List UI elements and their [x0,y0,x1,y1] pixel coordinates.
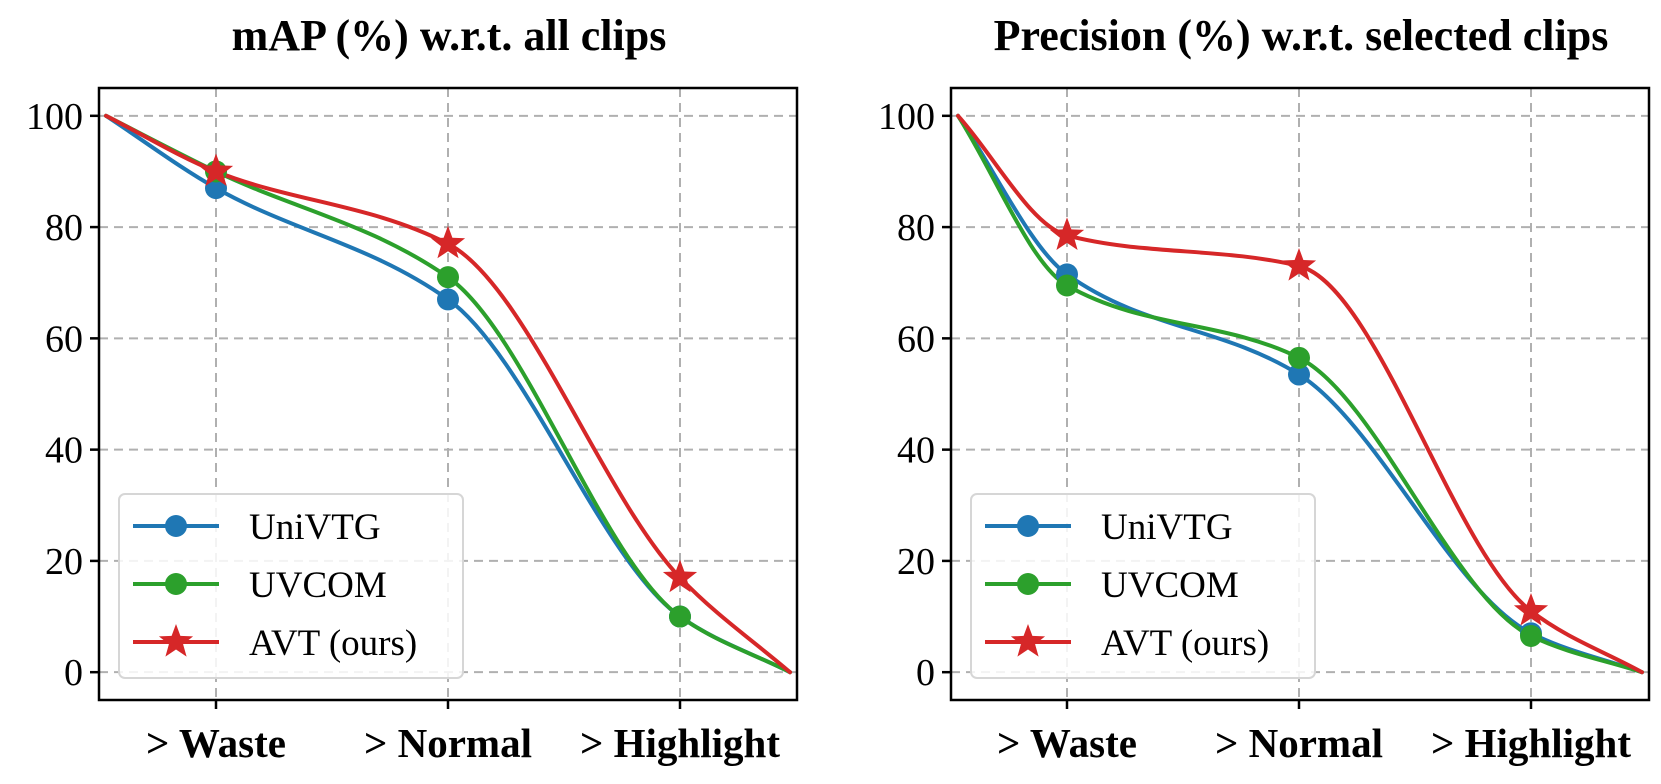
map-point-uvcom-highlight [669,605,691,628]
precision-legend-label-univtg: UniVTG [1101,507,1233,548]
map-legend-label-avt-ours: AVT (ours) [249,623,417,664]
precision-ytick-label-40: 40 [897,430,935,472]
map-legend-marker-avt-ours [158,624,194,657]
precision-ytick-label-0: 0 [916,652,935,694]
map-legend-marker-uvcom [165,573,187,595]
precision-xtick-label-waste: > Waste [997,720,1137,766]
precision-legend-box [970,493,1316,679]
map-ytick-label-20: 20 [45,541,83,583]
map-legend-marker-univtg [165,515,187,537]
precision-legend-label-avt-ours: AVT (ours) [1101,623,1269,664]
map-legend-box [118,493,464,679]
map-legend-label-uvcom: UVCOM [249,565,387,606]
precision-axes-frame [949,86,1651,702]
precision-ytick-label-100: 100 [878,96,935,138]
precision-chart-title: Precision (%) w.r.t. selected clips [994,11,1609,60]
map-point-uvcom-normal [437,266,459,289]
map-ytick-label-100: 100 [26,96,83,138]
precision-point-avt-ours-waste [1049,217,1085,250]
map-ytick-label-60: 60 [45,318,83,360]
precision-point-uvcom-normal [1288,346,1310,369]
map-point-avt-ours-highlight [662,559,698,593]
precision-point-avt-ours-normal [1281,248,1317,281]
precision-legend: UniVTG UVCOM AVT (ours) [970,493,1316,679]
map-ytick-label-80: 80 [45,207,83,249]
map-xtick-label-waste: > Waste [146,720,286,766]
precision-point-uvcom-waste [1056,274,1078,297]
precision-ytick-label-20: 20 [897,541,935,583]
map-point-avt-ours-normal [430,225,466,259]
map-point-avt-ours-waste [198,153,234,186]
map-axes-frame [97,86,799,702]
precision-series-line-avt-ours [956,113,1644,675]
precision-legend-marker-univtg [1017,515,1039,537]
precision-ytick-label-80: 80 [897,207,935,249]
map-panel: mAP (%) w.r.t. all clips 0 20 40 60 80 100 > W… [26,11,799,766]
precision-xtick-label-normal: > Normal [1215,720,1383,766]
precision-legend-marker-avt-ours [1010,624,1046,657]
map-ytick-label-0: 0 [64,652,83,694]
precision-ytick-label-60: 60 [897,318,935,360]
precision-point-avt-ours-highlight [1513,593,1549,626]
map-xtick-label-normal: > Normal [364,720,532,766]
map-chart-title: mAP (%) w.r.t. all clips [232,11,667,60]
precision-point-univtg-normal [1288,363,1310,386]
precision-panel: Precision (%) w.r.t. selected clips 0 20 4… [878,11,1651,766]
map-point-univtg-normal [437,288,459,311]
precision-xtick-label-highlight: > Highlight [1431,720,1631,766]
map-xtick-label-highlight: > Highlight [580,720,780,766]
map-legend-label-univtg: UniVTG [249,507,381,548]
precision-legend-label-uvcom: UVCOM [1101,565,1239,606]
precision-legend-marker-uvcom [1017,573,1039,595]
map-point-univtg-waste [205,177,227,200]
map-ytick-label-40: 40 [45,430,83,472]
precision-point-uvcom-highlight [1520,625,1542,648]
map-legend: UniVTG UVCOM AVT (ours) [118,493,464,679]
